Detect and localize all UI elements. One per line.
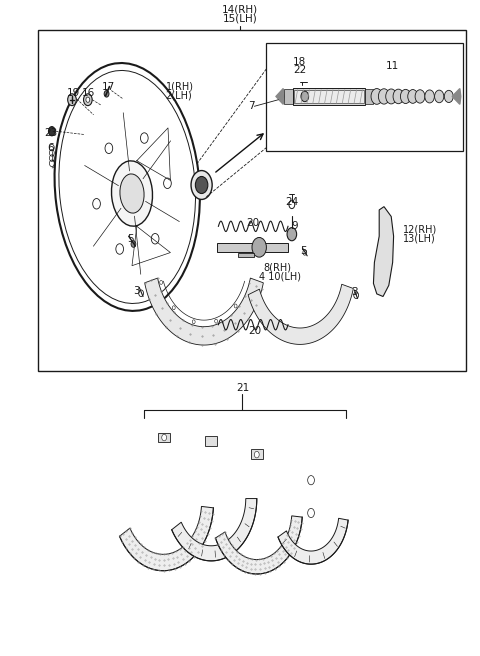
Text: 5: 5 — [127, 234, 134, 244]
Ellipse shape — [111, 161, 153, 226]
Circle shape — [379, 245, 389, 258]
Polygon shape — [217, 243, 288, 252]
Polygon shape — [294, 90, 364, 103]
Polygon shape — [205, 436, 217, 446]
Text: 24: 24 — [285, 197, 299, 207]
Text: 14(RH): 14(RH) — [222, 5, 258, 15]
Text: 18: 18 — [293, 56, 306, 67]
Circle shape — [86, 97, 90, 102]
Text: 8(RH): 8(RH) — [263, 262, 291, 273]
Circle shape — [104, 91, 109, 97]
Text: 2(LH): 2(LH) — [166, 90, 192, 100]
Text: 6: 6 — [47, 143, 54, 154]
Circle shape — [141, 133, 148, 143]
Text: 23: 23 — [44, 127, 57, 138]
Circle shape — [139, 290, 144, 297]
Polygon shape — [248, 284, 353, 344]
Text: 13(LH): 13(LH) — [403, 233, 436, 243]
Circle shape — [434, 90, 444, 103]
Circle shape — [400, 89, 411, 104]
Text: 20: 20 — [246, 218, 260, 228]
Polygon shape — [120, 506, 214, 571]
Circle shape — [371, 89, 383, 104]
Text: 7: 7 — [248, 101, 254, 112]
Circle shape — [172, 306, 175, 310]
Text: 20: 20 — [248, 325, 261, 336]
Circle shape — [354, 292, 359, 298]
Polygon shape — [278, 518, 348, 564]
Text: 5: 5 — [300, 246, 307, 256]
Text: 4 10(LH): 4 10(LH) — [259, 271, 301, 281]
Circle shape — [444, 91, 453, 102]
Circle shape — [215, 319, 217, 323]
Text: 11: 11 — [386, 60, 399, 71]
Circle shape — [415, 90, 425, 103]
Polygon shape — [284, 89, 293, 104]
Circle shape — [192, 320, 195, 324]
Circle shape — [234, 304, 237, 308]
Circle shape — [93, 199, 100, 209]
Ellipse shape — [120, 174, 144, 213]
Polygon shape — [172, 499, 257, 561]
Circle shape — [195, 176, 208, 194]
Circle shape — [379, 274, 387, 284]
Polygon shape — [144, 278, 264, 345]
Polygon shape — [365, 89, 373, 104]
Text: 15(LH): 15(LH) — [223, 13, 257, 24]
Circle shape — [308, 508, 314, 518]
Polygon shape — [238, 253, 254, 257]
Text: 9: 9 — [291, 221, 298, 232]
Text: 3: 3 — [351, 287, 358, 297]
Circle shape — [289, 201, 295, 209]
Circle shape — [162, 434, 167, 441]
Circle shape — [131, 241, 136, 247]
Text: 19: 19 — [66, 88, 80, 98]
Polygon shape — [373, 207, 394, 297]
Circle shape — [151, 234, 159, 244]
Polygon shape — [216, 516, 302, 574]
Text: 3: 3 — [133, 285, 140, 296]
Circle shape — [68, 94, 76, 106]
Circle shape — [48, 127, 55, 136]
Text: 12(RH): 12(RH) — [403, 224, 437, 235]
Circle shape — [254, 451, 259, 458]
Circle shape — [301, 91, 309, 102]
Circle shape — [116, 244, 123, 255]
Circle shape — [303, 250, 307, 255]
Text: 22: 22 — [293, 65, 306, 75]
Text: 17: 17 — [101, 81, 115, 92]
Circle shape — [393, 89, 404, 104]
Circle shape — [160, 280, 163, 284]
Polygon shape — [276, 89, 284, 104]
Polygon shape — [293, 88, 365, 105]
Text: 16: 16 — [82, 88, 96, 98]
Circle shape — [164, 178, 171, 188]
Polygon shape — [452, 89, 461, 104]
Text: 21: 21 — [236, 383, 249, 394]
Circle shape — [378, 89, 390, 104]
Circle shape — [105, 143, 113, 154]
Circle shape — [287, 228, 297, 241]
Circle shape — [386, 89, 396, 104]
Polygon shape — [251, 449, 263, 459]
Circle shape — [408, 89, 418, 104]
Circle shape — [252, 237, 266, 257]
Circle shape — [308, 476, 314, 485]
Circle shape — [84, 94, 92, 106]
Circle shape — [191, 171, 212, 199]
Text: 1(RH): 1(RH) — [166, 81, 193, 92]
Polygon shape — [158, 433, 170, 442]
Circle shape — [425, 90, 434, 103]
